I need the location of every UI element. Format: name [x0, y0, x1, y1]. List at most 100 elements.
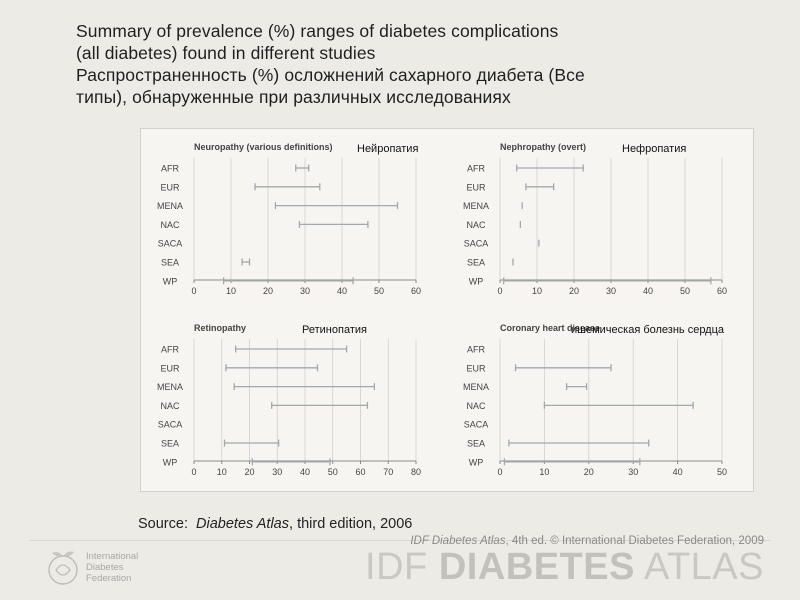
category-label: SEA — [467, 258, 485, 268]
category-label: MENA — [463, 201, 489, 211]
range-bar — [295, 164, 310, 172]
panel-annotation-ru: Нейропатия — [357, 143, 418, 155]
x-tick-label: 10 — [217, 467, 227, 477]
x-tick-label: 30 — [300, 286, 310, 296]
wordmark-atlas: ATLAS — [643, 546, 764, 588]
range-bar — [508, 439, 650, 447]
panel-title: Coronary heart disease — [500, 323, 600, 333]
category-label: MENA — [157, 382, 183, 392]
publication-name: IDF Diabetes Atlas — [410, 535, 506, 547]
idf-organization-name: International Diabetes Federation — [86, 551, 138, 584]
category-label: SACA — [158, 420, 183, 430]
x-tick-label: 0 — [191, 467, 196, 477]
category-label: EUR — [160, 363, 180, 373]
source-note: Source: Diabetes Atlas, third edition, 2… — [138, 516, 412, 532]
range-bar — [254, 183, 321, 191]
x-tick-label: 30 — [606, 286, 616, 296]
chart-nephropathy: Nephropathy (overt) Нефропатия 0 10 20 30 40 50… — [463, 142, 727, 296]
x-tick-label: 0 — [191, 286, 196, 296]
category-label: WP — [163, 276, 178, 286]
x-tick-label: 10 — [539, 467, 549, 477]
x-tick-label: 20 — [263, 286, 273, 296]
range-bar — [233, 383, 376, 391]
x-tick-label: 0 — [497, 467, 502, 477]
panel-annotation-ru: Нефропатия — [622, 143, 686, 155]
category-label: SACA — [158, 239, 183, 249]
x-tick-label: 50 — [680, 286, 690, 296]
panel-title: Retinopathy — [194, 323, 246, 333]
x-tick-label: 20 — [584, 467, 594, 477]
source-title: Diabetes Atlas — [196, 516, 290, 532]
category-label: WP — [469, 276, 484, 286]
category-label: AFR — [467, 164, 486, 174]
category-label: MENA — [463, 382, 489, 392]
slide-title: Summary of prevalence (%) ranges of diab… — [76, 20, 776, 108]
x-tick-label: 60 — [717, 286, 727, 296]
category-label: EUR — [466, 182, 486, 192]
panel-annotation-ru: Ретинопатия — [302, 324, 367, 336]
panel-annotation-ru: ишемическая болезнь сердца — [571, 324, 725, 336]
range-bar — [503, 277, 712, 285]
org-line-2: Diabetes — [86, 562, 124, 573]
range-bar — [298, 220, 369, 228]
source-label: Source: — [138, 516, 188, 532]
chart-retinopathy: Retinopathy Ретинопатия 0 10 20 30 40 50 60 70 80 A… — [157, 323, 421, 477]
x-tick-label: 20 — [569, 286, 579, 296]
category-label: NAC — [160, 220, 180, 230]
x-tick-label: 40 — [300, 467, 310, 477]
chart-neuropathy: Neuropathy (various definitions) Нейропат… — [157, 142, 421, 296]
category-label: NAC — [466, 220, 486, 230]
range-bar — [516, 164, 584, 172]
category-label: EUR — [466, 363, 486, 373]
x-tick-label: 40 — [337, 286, 347, 296]
publication-rest: , 4th ed. © International Diabetes Feder… — [505, 535, 764, 547]
panel-title: Nephropathy (overt) — [500, 142, 586, 152]
title-en-line-2: (all diabetes) found in different studie… — [76, 43, 376, 63]
x-tick-label: 50 — [717, 467, 727, 477]
panel-title: Neuropathy (various definitions) — [194, 142, 333, 152]
range-bar — [234, 345, 348, 353]
x-tick-label: 80 — [411, 467, 421, 477]
title-ru-line-2: типы), обнаруженные при различных исслед… — [76, 87, 511, 107]
category-label: SEA — [161, 258, 179, 268]
category-label: SACA — [464, 420, 489, 430]
x-tick-label: 10 — [226, 286, 236, 296]
wordmark-idf: IDF — [365, 546, 428, 588]
x-tick-label: 60 — [355, 467, 365, 477]
title-ru-line-1: Распространенность (%) осложнений сахарн… — [76, 65, 585, 85]
category-label: AFR — [161, 164, 180, 174]
chart-grid-frame — [140, 128, 754, 492]
category-label: SEA — [467, 439, 485, 449]
idf-diabetes-atlas-wordmark: IDF DIABETES ATLAS — [365, 546, 764, 589]
range-bar — [503, 458, 641, 466]
category-label: NAC — [466, 401, 486, 411]
range-bar — [565, 383, 588, 391]
org-line-1: International — [86, 551, 139, 562]
x-tick-label: 70 — [383, 467, 393, 477]
x-tick-label: 30 — [272, 467, 282, 477]
range-bar — [274, 202, 399, 210]
title-en-line-1: Summary of prevalence (%) ranges of diab… — [76, 21, 559, 41]
category-label: EUR — [160, 182, 180, 192]
category-label: MENA — [157, 201, 183, 211]
wordmark-diabetes: DIABETES — [438, 546, 635, 588]
x-tick-label: 50 — [328, 467, 338, 477]
source-edition: , third edition, 2006 — [289, 516, 413, 532]
publication-credit: IDF Diabetes Atlas, 4th ed. © Internatio… — [410, 535, 764, 547]
category-label: AFR — [467, 345, 486, 355]
x-tick-label: 50 — [374, 286, 384, 296]
idf-logo-icon — [48, 551, 78, 585]
range-bar — [543, 401, 694, 409]
category-label: SEA — [161, 439, 179, 449]
range-bar — [514, 364, 612, 372]
category-label: WP — [469, 457, 484, 467]
footer-divider — [30, 540, 770, 541]
x-tick-label: 30 — [628, 467, 638, 477]
category-label: SACA — [464, 239, 489, 249]
x-tick-label: 40 — [673, 467, 683, 477]
category-label: WP — [163, 457, 178, 467]
category-label: AFR — [161, 345, 180, 355]
category-label: NAC — [160, 401, 180, 411]
range-bar — [222, 277, 354, 285]
